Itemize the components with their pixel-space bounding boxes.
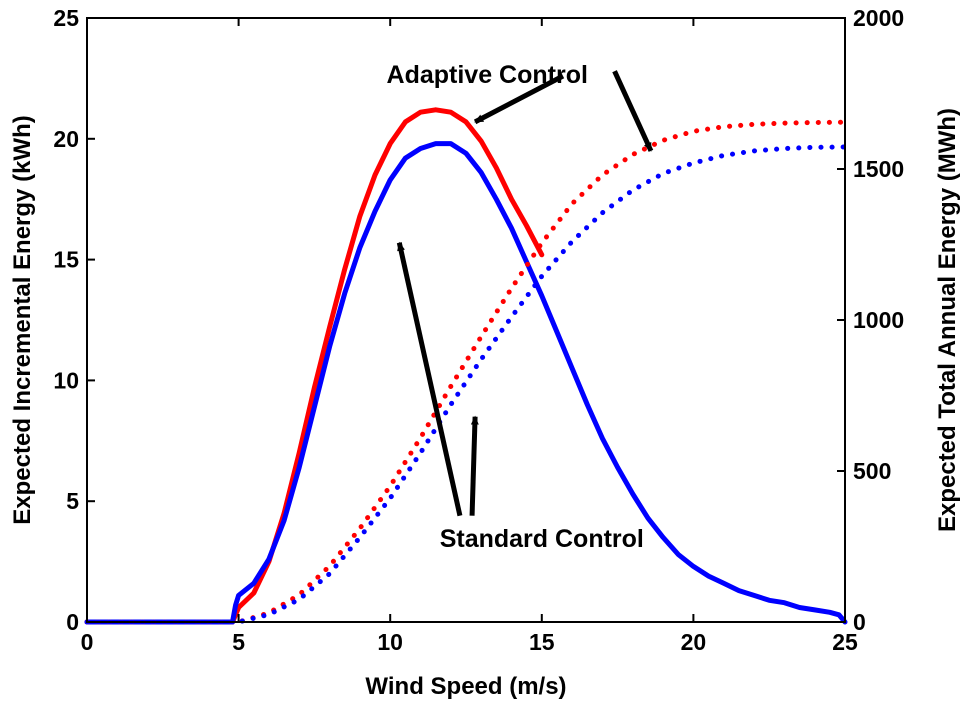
y2-tick-label: 1000 [853, 307, 904, 333]
y-tick-label: 15 [53, 247, 79, 273]
y2-axis-title: Expected Total Annual Energy (MWh) [934, 108, 961, 532]
y2-tick-label: 0 [853, 609, 866, 635]
series-line-2-dotted [84, 119, 848, 625]
y-axis-title: Expected Incremental Energy (kWh) [9, 115, 36, 524]
y-tick-label: 10 [53, 367, 79, 393]
annotation-arrow-0-0 [473, 73, 565, 125]
x-tick-label: 5 [232, 629, 245, 655]
x-tick-label: 10 [377, 629, 403, 655]
annotation-arrow-1-0 [396, 241, 463, 517]
annotation-label-1: Standard Control [440, 525, 644, 553]
annotation-label-0: Adaptive Control [387, 61, 588, 89]
x-tick-label: 25 [832, 629, 858, 655]
y-tick-label: 25 [53, 5, 79, 31]
y2-tick-label: 500 [853, 458, 891, 484]
y2-tick-label: 2000 [853, 5, 904, 31]
series-layer [84, 107, 848, 625]
y-tick-label: 20 [53, 126, 79, 152]
series-line-0-solid [84, 107, 545, 625]
annotation-layer: Adaptive Control Standard Control [387, 61, 654, 553]
y2-tick-label: 1500 [853, 156, 904, 182]
annotation-arrow-0-1 [612, 70, 654, 152]
x-tick-label: 15 [529, 629, 555, 655]
y-tick-label: 0 [66, 609, 79, 635]
x-axis-title: Wind Speed (m/s) [365, 673, 566, 700]
y-tick-label: 5 [66, 488, 79, 514]
annotation-arrow-1-1 [469, 415, 479, 516]
x-tick-label: 0 [81, 629, 94, 655]
x-tick-label: 20 [681, 629, 707, 655]
